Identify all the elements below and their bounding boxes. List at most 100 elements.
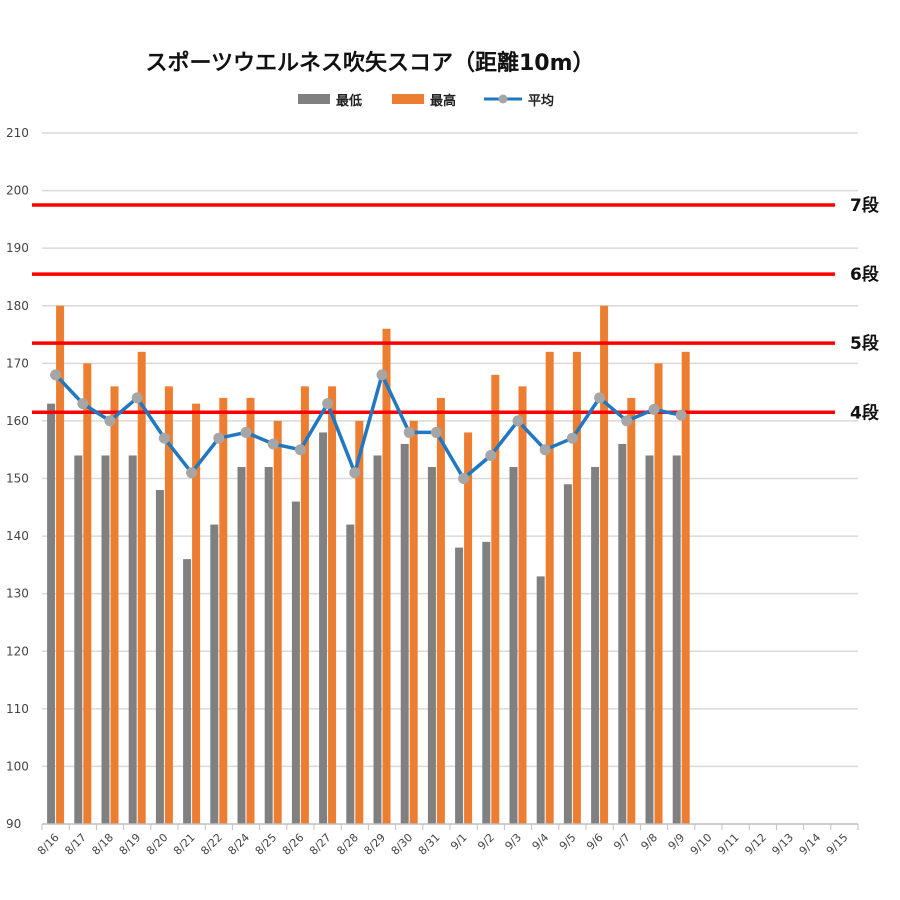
average-point — [158, 432, 170, 444]
x-tick-label: 8/25 — [253, 831, 280, 858]
y-tick-label: 150 — [6, 472, 29, 486]
x-tick-label: 8/28 — [334, 831, 361, 858]
bar-max — [572, 351, 581, 824]
bar-min — [672, 455, 681, 824]
x-tick-label: 8/17 — [62, 831, 89, 858]
y-tick-label: 190 — [6, 241, 29, 255]
x-tick-label: 8/30 — [389, 831, 416, 858]
average-point — [648, 403, 660, 415]
average-point — [186, 467, 198, 479]
average-point — [294, 444, 306, 456]
bar-max — [600, 305, 609, 824]
bar-max — [382, 328, 391, 824]
x-axis: 8/16 8/17 8/18 8/19 8/20 8/21 8/22 8/24 8/25 8/26… — [35, 823, 859, 858]
x-tick-label: 9/12 — [742, 831, 769, 858]
x-tick-label: 9/13 — [769, 831, 796, 858]
legend-label-min: 最低 — [336, 93, 362, 109]
legend-label-avg: 平均 — [528, 93, 554, 109]
y-tick-label: 170 — [6, 356, 29, 370]
bar-max — [137, 351, 146, 824]
bar-min — [509, 466, 518, 824]
reference-line-label: 5段 — [850, 333, 879, 354]
average-point — [322, 398, 334, 410]
x-tick-label: 9/2 — [475, 831, 497, 853]
average-point — [131, 392, 143, 404]
bar-min — [183, 559, 192, 824]
legend-label-max: 最高 — [430, 93, 456, 109]
x-tick-label: 9/6 — [584, 831, 606, 853]
bar-max — [219, 397, 228, 824]
bar-min — [618, 443, 627, 824]
x-tick-label: 9/10 — [688, 831, 715, 858]
bar-min — [210, 524, 219, 824]
bar-max — [273, 420, 282, 824]
y-tick-label: 210 — [6, 126, 29, 140]
x-tick-label: 8/27 — [307, 831, 334, 858]
x-tick-label: 8/31 — [416, 831, 443, 858]
bar-max — [83, 363, 92, 824]
y-tick-label: 140 — [6, 529, 29, 543]
y-tick-label: 200 — [6, 184, 29, 198]
y-tick-label: 90 — [6, 817, 21, 831]
bar-min — [536, 576, 545, 824]
average-point — [594, 392, 606, 404]
bar-min — [319, 432, 328, 824]
x-tick-label: 8/19 — [117, 831, 144, 858]
bar-min — [74, 455, 83, 824]
bar-max — [355, 420, 364, 824]
bar-max — [246, 397, 255, 824]
average-point — [50, 369, 62, 381]
bar-max — [654, 363, 663, 824]
bar-max — [56, 305, 65, 824]
bar-min — [373, 455, 382, 824]
average-point — [485, 449, 497, 461]
bar-max — [300, 386, 309, 824]
legend-swatch-max — [392, 94, 424, 104]
x-tick-label: 8/20 — [144, 831, 171, 858]
bar-min — [264, 466, 273, 824]
x-tick-label: 8/22 — [198, 831, 225, 858]
average-point — [77, 398, 89, 410]
bars — [47, 305, 690, 824]
bar-min — [47, 403, 56, 824]
bar-min — [291, 501, 300, 824]
bar-max — [436, 397, 445, 824]
x-tick-label: 9/3 — [502, 831, 524, 853]
bar-max — [110, 386, 119, 824]
bar-max — [491, 374, 500, 824]
bar-min — [128, 455, 137, 824]
y-tick-label: 160 — [6, 414, 29, 428]
bar-max — [409, 420, 418, 824]
average-point — [403, 426, 415, 438]
bar-min — [563, 484, 572, 824]
bar-max — [328, 386, 337, 824]
y-tick-label: 180 — [6, 299, 29, 313]
y-tick-label: 110 — [6, 702, 29, 716]
average-line — [54, 373, 682, 481]
y-tick-label: 130 — [6, 587, 29, 601]
reference-line-label: 4段 — [850, 402, 879, 423]
y-tick-label: 120 — [6, 644, 29, 658]
x-tick-label: 9/11 — [715, 831, 742, 858]
bar-max — [192, 403, 201, 824]
bar-min — [155, 490, 164, 824]
x-tick-label: 8/26 — [280, 831, 307, 858]
bar-max — [627, 397, 636, 824]
bar-min — [455, 547, 464, 824]
bar-min — [482, 541, 491, 824]
y-tick-label: 100 — [6, 759, 29, 773]
x-tick-label: 8/29 — [361, 831, 388, 858]
x-tick-label: 9/1 — [448, 831, 470, 853]
reference-line-label: 7段 — [850, 195, 879, 216]
bar-min — [591, 466, 600, 824]
average-point — [213, 432, 225, 444]
bar-min — [645, 455, 654, 824]
x-tick-label: 8/21 — [171, 831, 198, 858]
y-axis: 90 100 110 120 130 140 150 160 170 180 190 200 210 — [6, 126, 29, 831]
legend: 最低 最高 平均 — [298, 93, 554, 109]
average-point — [675, 409, 687, 421]
bar-min — [346, 524, 355, 824]
average-series — [50, 369, 687, 484]
bar-max — [681, 351, 690, 824]
average-point — [621, 415, 633, 427]
